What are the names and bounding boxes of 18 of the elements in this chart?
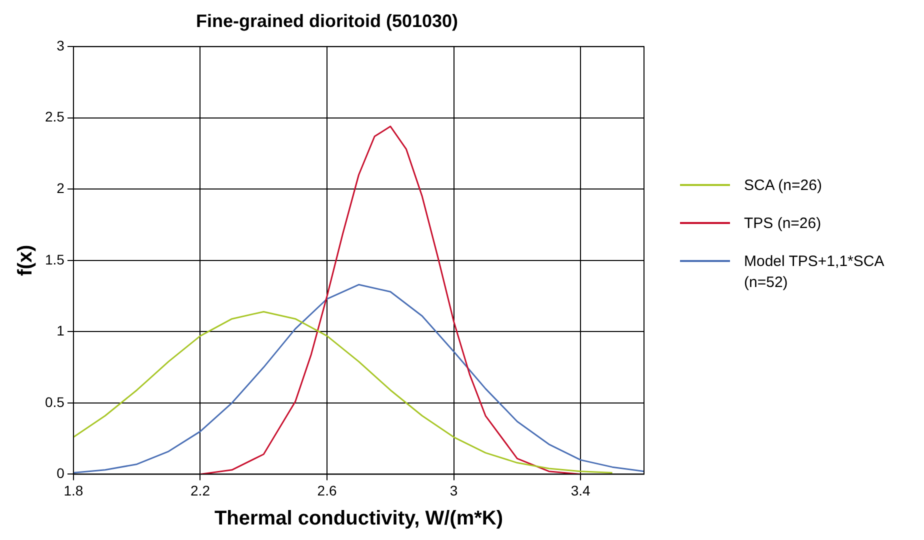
legend-label: Model TPS+1,1*SCA (n=52) [744, 252, 885, 294]
y-axis-title: f(x) [14, 244, 37, 276]
y-tick-label: 0 [56, 465, 65, 482]
x-tick-label: 2.6 [317, 482, 337, 498]
y-tick-label: 2 [56, 180, 65, 196]
legend-label: SCA (n=26) [744, 176, 822, 196]
y-tick-label: 3 [56, 37, 65, 54]
x-tick-label: 2.2 [190, 482, 210, 498]
chart-title: Fine-grained dioritoid (501030) [196, 10, 458, 31]
legend-label: TPS (n=26) [744, 214, 822, 234]
x-tick-label: 1.8 [64, 482, 84, 498]
y-tick-label: 0.5 [44, 394, 65, 410]
x-tick-label: 3 [450, 482, 458, 498]
y-tick-label: 1.5 [44, 251, 65, 268]
y-tick-label: 2.5 [44, 108, 65, 125]
x-tick-label: 3.4 [570, 482, 591, 498]
x-axis-title: Thermal conductivity, W/(m*K) [214, 508, 504, 530]
y-tick-label: 1 [56, 322, 65, 339]
